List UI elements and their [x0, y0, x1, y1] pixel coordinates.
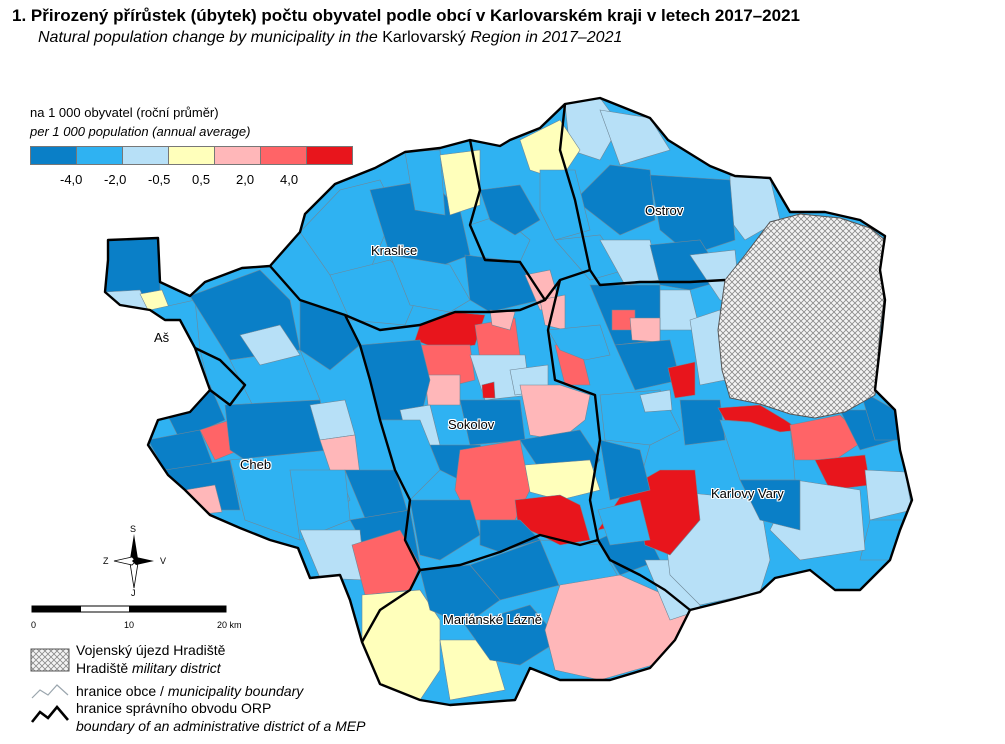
- scalebar-label-0: 0: [31, 620, 37, 630]
- key-orp-en: boundary of an administrative district o…: [76, 718, 366, 734]
- town-label-karlovy-vary: Karlovy Vary: [711, 486, 784, 501]
- town-label-as: Aš: [154, 330, 170, 345]
- key-muni: hranice obce / municipality boundary: [76, 683, 303, 699]
- subtitle-region: Karlovarský: [382, 29, 466, 46]
- military-key-swatch: [30, 648, 70, 672]
- town-label-marianske-lazne: Mariánské Lázně: [443, 612, 542, 627]
- town-label-kraslice: Kraslice: [371, 243, 418, 258]
- legend-swatch-2: [122, 146, 169, 165]
- municipality-100: [599, 439, 651, 501]
- key-orp-cz: hranice správního obvodu ORP: [76, 700, 272, 716]
- municipality-71: [539, 169, 591, 241]
- page-title: 1. Přirozený přírůstek (úbytek) počtu ob…: [12, 6, 800, 25]
- legend-swatch-1: [76, 146, 123, 165]
- compass-south: J: [131, 588, 136, 598]
- municipality-56: [519, 384, 591, 441]
- municipality-70: [649, 174, 736, 256]
- legend-color-scale: [30, 146, 353, 165]
- municipality-51: [481, 381, 496, 399]
- compass-north: S: [130, 524, 137, 534]
- municipality-88: [717, 404, 801, 433]
- scale-bar: [31, 605, 227, 613]
- compass-east: V: [160, 556, 167, 566]
- legend-title-cz: na 1 000 obyvatel (roční průměr): [30, 105, 219, 120]
- municipality-65: [574, 164, 656, 236]
- legend-swatch-4: [214, 146, 261, 165]
- municipality-12: [239, 324, 301, 366]
- legend-tick-1: -2,0: [104, 172, 127, 187]
- municipality-86: [679, 399, 726, 446]
- legend-tick-5: 4,0: [280, 172, 299, 187]
- key-military-cz: Vojenský újezd Hradiště: [76, 642, 226, 658]
- municipality-64: [479, 519, 541, 553]
- town-label-sokolov: Sokolov: [448, 417, 495, 432]
- municipality-97: [739, 479, 801, 531]
- municipality-89: [789, 414, 866, 461]
- legend-swatch-6: [306, 146, 353, 165]
- military-district: [717, 213, 886, 419]
- key-military-en-prefix: Hradiště: [76, 660, 133, 676]
- legend-title-en: per 1 000 population (annual average): [30, 124, 251, 139]
- legend-tick-2: -0,5: [148, 172, 171, 187]
- municipality-79: [629, 317, 661, 343]
- town-label-cheb: Cheb: [240, 457, 272, 472]
- legend-swatch-5: [260, 146, 307, 165]
- orp-boundary-key-icon: [30, 704, 69, 723]
- subtitle-part1: Natural population change by municipalit…: [38, 29, 383, 46]
- municipality-58: [547, 324, 611, 361]
- key-military-en-suffix: military district: [132, 660, 221, 676]
- legend-swatch-0: [30, 146, 77, 165]
- orp-boundaries: [103, 96, 914, 707]
- scalebar-label-20: 20 km: [217, 620, 242, 630]
- municipality-99: [597, 499, 651, 546]
- town-label-ostrov: Ostrov: [645, 203, 684, 218]
- legend-swatch-3: [168, 146, 215, 165]
- scalebar-label-10: 10: [124, 620, 135, 630]
- legend-tick-0: -4,0: [60, 172, 83, 187]
- municipality-27: [464, 604, 561, 666]
- legend-tick-3: 0,5: [192, 172, 211, 187]
- municipality-9: [184, 484, 223, 516]
- legend-tick-4: 2,0: [236, 172, 255, 187]
- municipality-47: [424, 374, 461, 406]
- municipality-61: [524, 459, 601, 501]
- municipality-37: [479, 184, 541, 236]
- municipality-63: [409, 499, 481, 561]
- municipality-23: [361, 589, 441, 701]
- municipality-82: [667, 361, 696, 399]
- municipality-25: [419, 564, 501, 626]
- compass-west: Z: [103, 556, 109, 566]
- compass-rose-icon: [113, 534, 154, 589]
- municipality-39: [389, 254, 471, 313]
- municipality-boundary-key-icon: [31, 684, 69, 699]
- municipality-38: [329, 259, 421, 326]
- key-muni-en: municipality boundary: [167, 683, 304, 699]
- municipality-68: [599, 109, 671, 166]
- municipality-92: [864, 469, 912, 521]
- key-muni-cz: hranice obce /: [76, 683, 168, 699]
- key-military-en: Hradiště military district: [76, 660, 221, 676]
- municipality-84: [639, 389, 673, 413]
- municipality-35: [439, 149, 481, 216]
- page-subtitle: Natural population change by municipalit…: [38, 29, 622, 47]
- subtitle-part2: Region in 2017–2021: [465, 29, 623, 46]
- municipality-34: [404, 149, 446, 216]
